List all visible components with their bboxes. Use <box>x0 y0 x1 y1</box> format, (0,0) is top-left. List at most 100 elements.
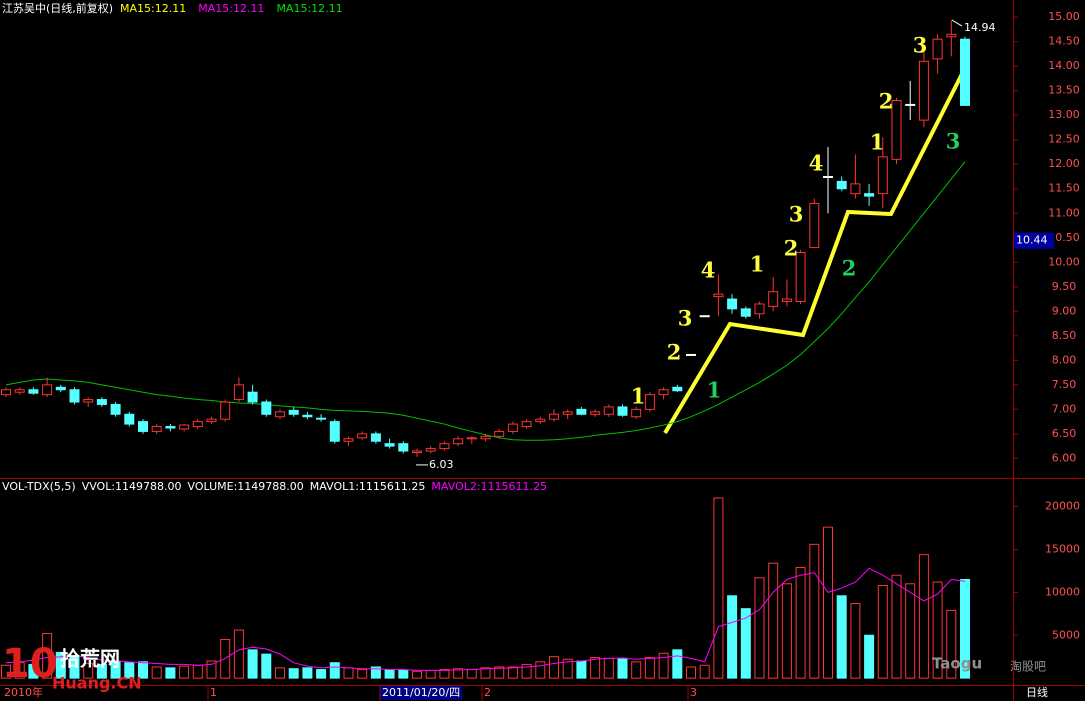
volume-bar <box>507 666 518 679</box>
candle-body <box>918 60 929 121</box>
candle-body <box>55 386 66 391</box>
y-tick-label: 11.50 <box>1048 182 1080 195</box>
x-axis-label: 3 <box>690 686 697 699</box>
candle-body <box>877 156 888 195</box>
volume-bar <box>439 669 450 679</box>
candle-body <box>672 386 683 392</box>
candle-body <box>809 202 820 249</box>
candle-body <box>329 421 340 442</box>
candle-body <box>795 251 806 303</box>
wave-label: 1 <box>631 384 646 409</box>
candle-body <box>398 443 409 452</box>
candle-body <box>686 353 696 356</box>
wave-label: 3 <box>789 202 804 227</box>
volume-bar <box>288 668 299 679</box>
volume-bar <box>576 660 587 679</box>
wave-label: 2 <box>784 236 799 261</box>
y-tick-label: 7.00 <box>1052 402 1077 415</box>
date-box <box>380 686 462 700</box>
volume-bar <box>69 656 80 679</box>
ma-label: MA15:12.11 <box>120 2 186 15</box>
volume-bar <box>932 581 943 679</box>
y-tick-label: 14.00 <box>1048 59 1080 72</box>
trend-annotation <box>663 73 964 435</box>
candle-body <box>699 315 710 318</box>
wave-label: 3 <box>946 129 961 154</box>
volume-bar <box>960 578 970 679</box>
y-tick-label: 12.00 <box>1048 157 1080 170</box>
volume-bar <box>343 667 354 679</box>
candle-body <box>891 100 902 160</box>
wave-label: 3 <box>678 306 693 331</box>
volume-bar <box>138 661 148 679</box>
volume-bar <box>549 656 559 679</box>
volume-bar <box>864 634 875 679</box>
candle-body <box>439 443 450 450</box>
candle-body <box>151 426 162 432</box>
candle-body <box>576 408 587 415</box>
y-tick-label: 14.50 <box>1048 35 1080 48</box>
volume-bar <box>206 660 217 679</box>
candle-body <box>480 435 491 440</box>
candle-body <box>370 433 381 442</box>
volume-legend: VVOL:1149788.00 <box>82 480 182 493</box>
volume-bar <box>617 657 628 679</box>
candle-body <box>905 103 916 106</box>
cursor-label: 10.44 <box>1016 234 1048 247</box>
wave-label: 4 <box>809 151 824 176</box>
volume-bar <box>781 583 792 679</box>
candle-body <box>233 384 244 401</box>
ma-label: MA15:12.11 <box>276 2 342 15</box>
volume-bar <box>261 653 272 679</box>
candle-body <box>14 389 25 393</box>
volume-bar <box>603 657 614 679</box>
candle-body <box>247 391 258 403</box>
volume-legend: VOLUME:1149788.00 <box>188 480 304 493</box>
volume-bar <box>535 661 546 679</box>
x-axis-label: 2 <box>484 686 491 699</box>
candle-body <box>521 421 532 428</box>
volume-bar <box>398 669 409 679</box>
volume-legend: VOL-TDX(5,5) <box>2 480 76 493</box>
candle-body <box>727 298 738 310</box>
volume-bar <box>83 663 94 679</box>
y-tick-label: 13.00 <box>1048 108 1080 121</box>
x-axis-label: 2010年 <box>4 685 43 699</box>
candle-body <box>316 417 327 420</box>
y-tick-label: 6.00 <box>1052 451 1077 464</box>
volume-bar <box>357 669 368 679</box>
y-tick-label: 12.50 <box>1048 133 1080 146</box>
candle-body <box>740 308 751 317</box>
watermark: 10 <box>2 641 58 687</box>
volume-bar <box>96 663 107 679</box>
volume-bar <box>672 649 683 679</box>
candle-body <box>83 399 94 403</box>
candle-body <box>288 409 299 415</box>
volume-bar <box>151 666 162 679</box>
candle-body <box>466 437 477 440</box>
volume-bar <box>233 629 244 679</box>
volume-bar <box>795 566 806 679</box>
candle-body <box>124 413 135 425</box>
candle-body <box>96 399 107 405</box>
candle-body <box>494 430 505 437</box>
volume-bar <box>28 663 39 679</box>
volume-bar <box>55 651 66 679</box>
candle-body <box>932 38 943 60</box>
y-tick-label: 10.50 <box>1048 231 1080 244</box>
candle-body <box>507 423 518 432</box>
volume-bar <box>946 609 957 679</box>
volume-bar <box>1 664 11 679</box>
y-tick-label: 6.50 <box>1052 427 1077 440</box>
volume-bar <box>686 666 696 679</box>
y-tick-label: 9.50 <box>1052 280 1077 293</box>
candle-body <box>768 291 779 307</box>
volume-bar <box>891 574 902 679</box>
volume-bar <box>905 583 916 679</box>
volume-bar <box>453 668 464 679</box>
candle-body <box>617 406 628 416</box>
volume-bar <box>699 664 710 679</box>
candle-body <box>69 389 80 403</box>
candle-body <box>836 180 847 190</box>
low-label: 6.03 <box>429 458 454 471</box>
